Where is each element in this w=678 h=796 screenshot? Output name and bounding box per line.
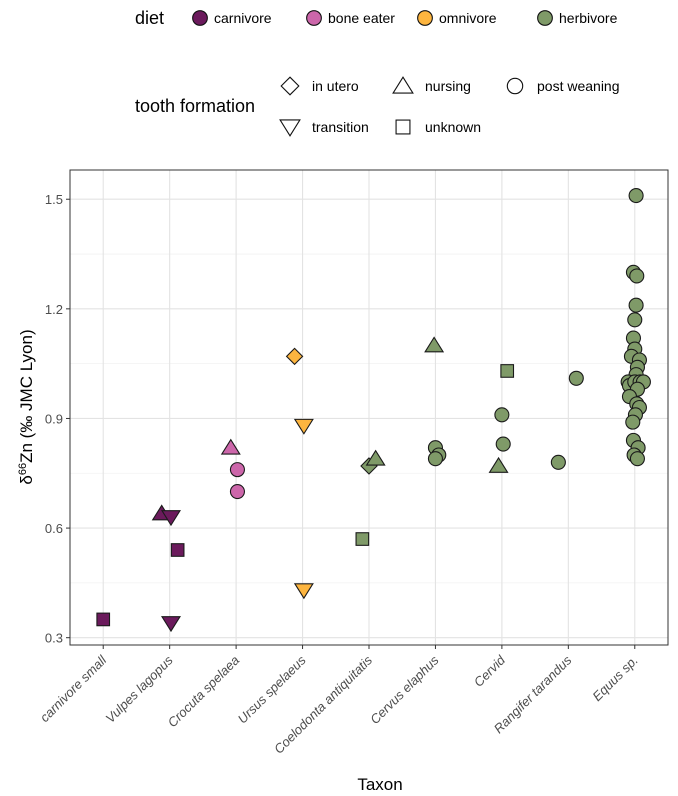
x-tick-label: Crocuta spelaea [165,653,243,731]
data-point [568,370,584,386]
x-tick-label: Cervus elaphus [367,652,442,727]
y-tick-label: 0.3 [45,631,63,646]
x-tick-label: Vulpes lagopus [102,652,176,726]
x-tick-label: Ursus spelaeus [235,652,309,726]
plot-panel [69,169,669,646]
data-point [355,532,370,546]
y-axis-title-superscript: 66 [17,463,29,475]
diet-legend-key-1 [306,10,322,26]
y-axis-title: δ66Zn (‰ JMC Lyon) [17,329,36,484]
data-point [293,583,314,600]
tooth-formation-legend: tooth formation in utero nursing post wean… [135,76,620,137]
data-point [170,543,185,557]
tooth-legend-key-1 [392,76,414,94]
diet-legend-key-2 [417,10,433,26]
data-point [96,612,111,627]
data-point [161,616,181,633]
data-point [488,456,509,473]
tooth-formation-legend-title: tooth formation [135,96,255,116]
y-tick-label: 1.5 [45,192,63,207]
y-axis-title-rest: Zn (‰ JMC Lyon) [17,329,36,463]
tooth-legend-label: nursing [425,78,471,94]
tooth-legend-label: transition [312,119,369,135]
data-point [627,312,643,328]
diet-legend: diet carnivore bone eater omnivore herbivor… [135,8,618,28]
tooth-legend-key-0 [280,76,300,96]
data-point [427,451,443,467]
y-tick-label: 1.2 [45,302,63,317]
data-point [285,347,304,366]
data-point [628,297,644,313]
diet-legend-title: diet [135,8,164,28]
tooth-legend-key-4 [395,119,411,135]
data-point [229,462,245,478]
data-point [628,188,644,204]
data-point [229,483,245,500]
x-tick-label: Cervid [471,652,509,690]
tooth-legend-key-2 [506,77,524,95]
data-point [220,438,241,455]
diet-legend-label: omnivore [439,10,497,26]
y-tick-label: 0.9 [45,411,63,426]
x-tick-label: Equus sp. [589,653,640,704]
data-point [629,451,645,467]
data-point [629,268,645,284]
y-axis-title-delta: δ [17,475,36,484]
tooth-legend-label: unknown [425,119,481,135]
data-point [625,414,641,430]
diet-legend-key-0 [192,10,208,26]
tooth-legend-label: post weaning [537,78,620,94]
x-axis-title: Taxon [357,775,402,794]
diet-legend-label: carnivore [214,10,272,26]
data-point [494,407,510,423]
data-point [550,454,566,470]
data-point [365,449,386,466]
diet-legend-label: bone eater [328,10,395,26]
diet-legend-label: herbivore [559,10,618,26]
y-tick-label: 0.6 [45,521,63,536]
tooth-legend-label: in utero [312,78,359,94]
data-point [293,418,314,435]
data-point [424,336,445,353]
diet-legend-key-3 [537,10,553,26]
data-point [500,364,515,378]
tooth-legend-key-3 [279,119,301,137]
data-point [161,510,181,527]
data-point [495,436,511,452]
x-tick-label: carnivore small [37,652,110,725]
